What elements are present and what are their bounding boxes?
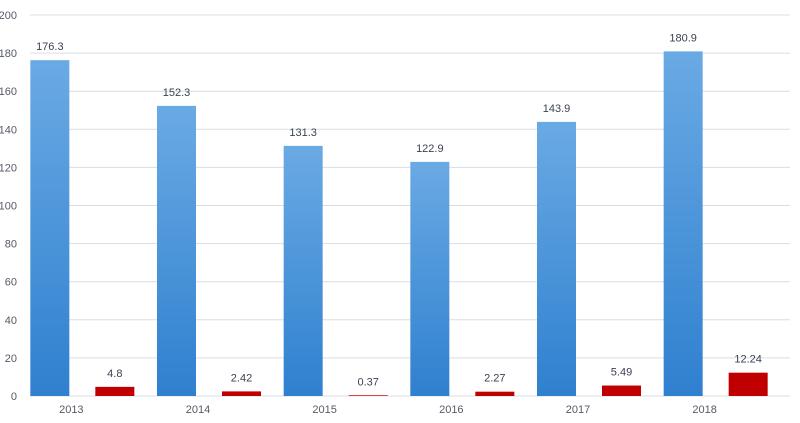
data-label: 12.24 (734, 354, 762, 366)
data-labels: 176.3 4.8 152.3 2.42 131.3 0.37 122.9 2.27 143.9… (36, 32, 762, 388)
data-label: 4.8 (107, 368, 122, 380)
x-axis: 2013 2014 2015 2016 2017 2018 (59, 404, 717, 416)
bar-series-1 (283, 145, 323, 396)
y-tick-label: 100 (0, 201, 17, 213)
y-tick-label: 180 (0, 48, 17, 60)
y-tick-label: 120 (0, 162, 17, 174)
bar-series-1 (30, 60, 70, 396)
y-tick-label: 60 (5, 277, 17, 289)
bar-series-1 (663, 51, 703, 396)
data-label: 180.9 (669, 32, 697, 44)
bars (30, 51, 768, 397)
y-tick-label: 0 (11, 391, 17, 403)
bar-series-1 (537, 121, 576, 397)
data-label: 2.42 (231, 372, 252, 384)
data-label: 152.3 (163, 87, 191, 99)
grid (30, 14, 790, 397)
bar-series-1 (410, 161, 450, 396)
data-label: 122.9 (416, 143, 444, 155)
bar-series-2 (95, 386, 135, 396)
y-tick-label: 160 (0, 86, 17, 98)
y-tick-label: 40 (5, 315, 17, 327)
data-label: 131.3 (289, 127, 317, 139)
y-axis: 0 20 40 60 80 100 120 140 160 180 200 (0, 10, 17, 403)
y-tick-label: 20 (5, 353, 17, 365)
data-label: 176.3 (36, 41, 64, 53)
y-tick-label: 200 (0, 10, 17, 22)
x-tick-label: 2017 (566, 404, 590, 416)
data-label: 5.49 (611, 367, 632, 379)
bar-series-2 (602, 385, 641, 396)
y-tick-label: 140 (0, 124, 17, 136)
x-tick-label: 2018 (692, 404, 716, 416)
x-tick-label: 2014 (186, 404, 210, 416)
y-tick-label: 80 (5, 239, 17, 251)
bar-series-1 (157, 105, 196, 396)
bar-series-2 (222, 391, 261, 396)
data-label: 2.27 (484, 373, 505, 385)
data-label: 0.37 (357, 376, 378, 388)
data-label: 143.9 (543, 103, 571, 115)
x-tick-label: 2016 (439, 404, 463, 416)
bar-series-2 (728, 372, 768, 396)
x-tick-label: 2015 (312, 404, 336, 416)
bar-series-2 (348, 395, 388, 396)
x-tick-label: 2013 (59, 404, 83, 416)
bar-series-2 (475, 391, 515, 396)
